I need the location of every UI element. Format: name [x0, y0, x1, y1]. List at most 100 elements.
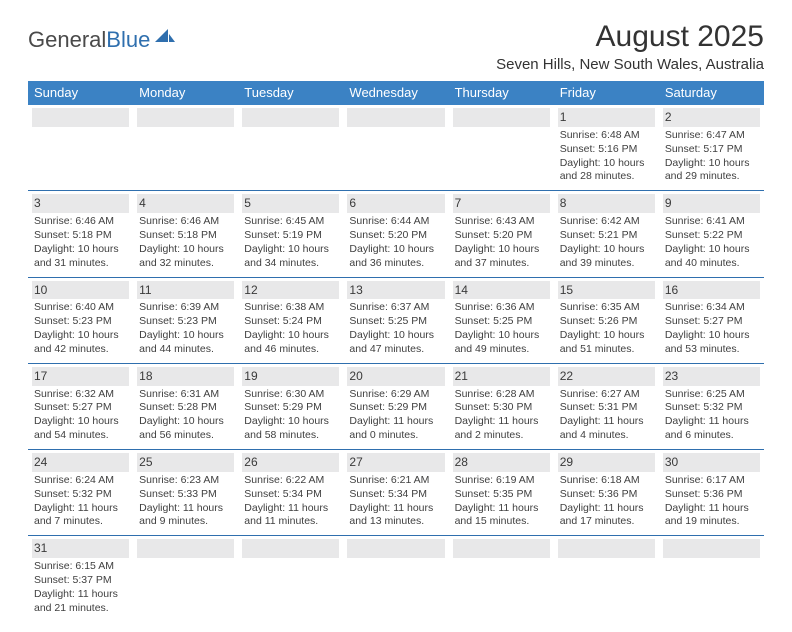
detail-line: Daylight: 11 hours [34, 502, 127, 516]
day-details: Sunrise: 6:45 AMSunset: 5:19 PMDaylight:… [242, 215, 339, 270]
weekday-header: Sunday [28, 81, 133, 105]
detail-line: Sunset: 5:20 PM [349, 229, 442, 243]
logo: GeneralBlue [28, 26, 176, 54]
detail-line: and 47 minutes. [349, 343, 442, 357]
day-number: 13 [347, 281, 444, 300]
calendar-cell: 20Sunrise: 6:29 AMSunset: 5:29 PMDayligh… [343, 363, 448, 449]
weekday-header: Friday [554, 81, 659, 105]
detail-line: Daylight: 10 hours [560, 243, 653, 257]
calendar-cell: 16Sunrise: 6:34 AMSunset: 5:27 PMDayligh… [659, 277, 764, 363]
detail-line: Sunset: 5:34 PM [349, 488, 442, 502]
day-details: Sunrise: 6:38 AMSunset: 5:24 PMDaylight:… [242, 301, 339, 356]
detail-line: and 53 minutes. [665, 343, 758, 357]
detail-line: Sunset: 5:22 PM [665, 229, 758, 243]
detail-line: Sunrise: 6:24 AM [34, 474, 127, 488]
calendar-cell [449, 105, 554, 191]
detail-line: Daylight: 10 hours [349, 329, 442, 343]
weekday-row: SundayMondayTuesdayWednesdayThursdayFrid… [28, 81, 764, 105]
day-details: Sunrise: 6:48 AMSunset: 5:16 PMDaylight:… [558, 129, 655, 184]
calendar-cell: 26Sunrise: 6:22 AMSunset: 5:34 PMDayligh… [238, 450, 343, 536]
day-details: Sunrise: 6:15 AMSunset: 5:37 PMDaylight:… [32, 560, 129, 615]
detail-line: and 46 minutes. [244, 343, 337, 357]
calendar-cell: 4Sunrise: 6:46 AMSunset: 5:18 PMDaylight… [133, 191, 238, 277]
detail-line: Sunset: 5:27 PM [34, 401, 127, 415]
detail-line: Sunrise: 6:27 AM [560, 388, 653, 402]
detail-line: Sunset: 5:33 PM [139, 488, 232, 502]
detail-line: Sunset: 5:36 PM [560, 488, 653, 502]
calendar-cell: 14Sunrise: 6:36 AMSunset: 5:25 PMDayligh… [449, 277, 554, 363]
day-number-empty [453, 108, 550, 127]
detail-line: Sunset: 5:36 PM [665, 488, 758, 502]
day-details: Sunrise: 6:24 AMSunset: 5:32 PMDaylight:… [32, 474, 129, 529]
detail-line: and 15 minutes. [455, 515, 548, 529]
detail-line: Sunrise: 6:40 AM [34, 301, 127, 315]
detail-line: Sunrise: 6:38 AM [244, 301, 337, 315]
calendar-cell: 31Sunrise: 6:15 AMSunset: 5:37 PMDayligh… [28, 536, 133, 622]
calendar-cell: 19Sunrise: 6:30 AMSunset: 5:29 PMDayligh… [238, 363, 343, 449]
day-details: Sunrise: 6:28 AMSunset: 5:30 PMDaylight:… [453, 388, 550, 443]
detail-line: Daylight: 10 hours [244, 415, 337, 429]
calendar-cell: 25Sunrise: 6:23 AMSunset: 5:33 PMDayligh… [133, 450, 238, 536]
day-number: 26 [242, 453, 339, 472]
calendar-body: 1Sunrise: 6:48 AMSunset: 5:16 PMDaylight… [28, 105, 764, 622]
day-details: Sunrise: 6:18 AMSunset: 5:36 PMDaylight:… [558, 474, 655, 529]
detail-line: and 56 minutes. [139, 429, 232, 443]
detail-line: Sunset: 5:25 PM [455, 315, 548, 329]
title-block: August 2025 Seven Hills, New South Wales… [496, 20, 764, 73]
detail-line: Sunrise: 6:32 AM [34, 388, 127, 402]
detail-line: and 6 minutes. [665, 429, 758, 443]
detail-line: Daylight: 11 hours [349, 502, 442, 516]
detail-line: Sunset: 5:29 PM [244, 401, 337, 415]
detail-line: Sunrise: 6:17 AM [665, 474, 758, 488]
day-number: 12 [242, 281, 339, 300]
day-details: Sunrise: 6:42 AMSunset: 5:21 PMDaylight:… [558, 215, 655, 270]
calendar-cell: 3Sunrise: 6:46 AMSunset: 5:18 PMDaylight… [28, 191, 133, 277]
calendar-row: 1Sunrise: 6:48 AMSunset: 5:16 PMDaylight… [28, 105, 764, 191]
calendar-cell: 12Sunrise: 6:38 AMSunset: 5:24 PMDayligh… [238, 277, 343, 363]
day-number: 19 [242, 367, 339, 386]
detail-line: Sunrise: 6:35 AM [560, 301, 653, 315]
detail-line: Sunrise: 6:48 AM [560, 129, 653, 143]
detail-line: and 42 minutes. [34, 343, 127, 357]
detail-line: Daylight: 10 hours [455, 243, 548, 257]
calendar-row: 3Sunrise: 6:46 AMSunset: 5:18 PMDaylight… [28, 191, 764, 277]
day-number: 7 [453, 194, 550, 213]
detail-line: Sunset: 5:28 PM [139, 401, 232, 415]
day-number: 25 [137, 453, 234, 472]
detail-line: Daylight: 11 hours [455, 502, 548, 516]
day-details: Sunrise: 6:25 AMSunset: 5:32 PMDaylight:… [663, 388, 760, 443]
day-number: 29 [558, 453, 655, 472]
day-number: 20 [347, 367, 444, 386]
detail-line: Daylight: 11 hours [665, 502, 758, 516]
day-number-empty [242, 108, 339, 127]
detail-line: Sunset: 5:31 PM [560, 401, 653, 415]
calendar-cell: 11Sunrise: 6:39 AMSunset: 5:23 PMDayligh… [133, 277, 238, 363]
day-number: 24 [32, 453, 129, 472]
detail-line: and 17 minutes. [560, 515, 653, 529]
weekday-header: Tuesday [238, 81, 343, 105]
calendar-cell: 27Sunrise: 6:21 AMSunset: 5:34 PMDayligh… [343, 450, 448, 536]
day-details: Sunrise: 6:46 AMSunset: 5:18 PMDaylight:… [137, 215, 234, 270]
detail-line: Daylight: 11 hours [139, 502, 232, 516]
calendar-row: 31Sunrise: 6:15 AMSunset: 5:37 PMDayligh… [28, 536, 764, 622]
detail-line: Daylight: 10 hours [139, 415, 232, 429]
weekday-header: Wednesday [343, 81, 448, 105]
calendar-cell: 10Sunrise: 6:40 AMSunset: 5:23 PMDayligh… [28, 277, 133, 363]
calendar-page: GeneralBlue August 2025 Seven Hills, New… [0, 0, 792, 632]
day-number: 6 [347, 194, 444, 213]
day-number: 8 [558, 194, 655, 213]
day-number: 14 [453, 281, 550, 300]
calendar-cell [343, 105, 448, 191]
calendar-row: 17Sunrise: 6:32 AMSunset: 5:27 PMDayligh… [28, 363, 764, 449]
calendar-cell [554, 536, 659, 622]
weekday-header: Monday [133, 81, 238, 105]
day-details: Sunrise: 6:21 AMSunset: 5:34 PMDaylight:… [347, 474, 444, 529]
detail-line: Sunrise: 6:44 AM [349, 215, 442, 229]
day-number: 11 [137, 281, 234, 300]
day-number: 23 [663, 367, 760, 386]
calendar-row: 10Sunrise: 6:40 AMSunset: 5:23 PMDayligh… [28, 277, 764, 363]
detail-line: and 19 minutes. [665, 515, 758, 529]
calendar-cell: 21Sunrise: 6:28 AMSunset: 5:30 PMDayligh… [449, 363, 554, 449]
detail-line: and 11 minutes. [244, 515, 337, 529]
detail-line: Daylight: 10 hours [244, 329, 337, 343]
